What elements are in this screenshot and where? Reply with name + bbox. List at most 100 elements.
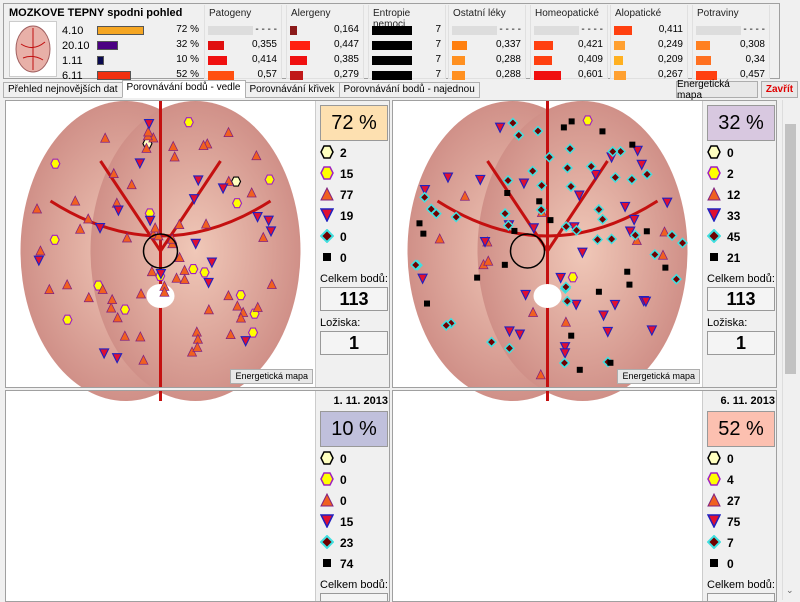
brain-marker	[670, 273, 682, 285]
legend-count: 0	[727, 146, 734, 160]
group-bar	[534, 56, 553, 65]
hexagon-yellow-icon	[707, 471, 721, 489]
brain-marker	[31, 203, 43, 214]
brain-marker	[502, 174, 514, 187]
legend-count: 15	[340, 515, 354, 529]
brain-marker	[485, 336, 498, 348]
brain-marker	[141, 142, 152, 153]
group-label: Ostatní léky	[453, 8, 506, 19]
brain-marker	[121, 232, 133, 243]
square-icon	[320, 250, 334, 267]
brain-marker	[555, 272, 567, 284]
brain-marker	[35, 245, 46, 256]
group-label: Potraviny	[697, 8, 739, 19]
brain-marker	[536, 198, 543, 205]
brain-marker	[74, 223, 86, 234]
close-button[interactable]: Zavřít	[761, 81, 798, 98]
brain-image: Energetická mapa	[393, 101, 702, 387]
group-value: 0,411	[658, 24, 683, 35]
brain-marker	[153, 230, 164, 241]
comparison-quadrant: Energetická mapa 72 % 2 15 77 19 0 0 Celkem bod…	[5, 100, 390, 388]
hexagon-yellow-icon	[320, 165, 334, 183]
brain-marker	[626, 281, 633, 288]
legend-count: 0	[340, 230, 347, 244]
comparison-quadrant: Energetická mapa 32 % 0 2 12 33 45 21 Celkem bo…	[392, 100, 777, 388]
legend-count: 4	[727, 473, 734, 487]
brain-marker	[609, 171, 621, 183]
total-points: 113	[320, 287, 388, 311]
legend-count: 15	[340, 167, 354, 181]
brain-marker	[659, 226, 670, 237]
brain-marker	[598, 310, 609, 322]
brain-marker	[676, 237, 689, 249]
group-bar	[452, 41, 468, 50]
brain-marker	[559, 348, 571, 360]
triangle-up-icon	[707, 492, 721, 510]
group-bar	[452, 71, 465, 80]
brain-marker	[576, 366, 583, 373]
tab-compare-together[interactable]: Porovnávání bodů - najednou	[338, 82, 480, 98]
row-date: 1.11	[62, 54, 83, 67]
legend-count: 33	[727, 209, 741, 223]
brain-marker	[258, 231, 269, 242]
brain-image: Energetická mapa	[6, 101, 315, 387]
brain-marker	[593, 203, 605, 216]
group-value: 0,288	[495, 69, 521, 80]
brain-marker	[50, 158, 61, 169]
brain-marker	[666, 229, 678, 242]
brain-marker	[535, 368, 546, 380]
energy-map-button[interactable]: Energetická mapa	[676, 79, 758, 101]
brain-marker	[450, 211, 462, 223]
row-date: 6.11	[62, 69, 83, 82]
brain-marker	[558, 357, 571, 369]
brain-marker	[599, 128, 606, 135]
brain-marker	[171, 272, 182, 283]
group-bar	[534, 41, 553, 50]
row-percent-bar	[97, 41, 118, 50]
brain-marker	[203, 277, 214, 289]
legend-count: 23	[340, 536, 354, 550]
group-value: 7	[435, 39, 441, 50]
tab-overview[interactable]: Přehled nejnovějších dat	[3, 82, 123, 98]
legend-count: 74	[340, 557, 354, 571]
summary-row: 6.11	[62, 69, 83, 82]
quadrant-energy-map-button[interactable]: Energetická mapa	[617, 369, 700, 384]
group-value: - - - -	[743, 24, 765, 35]
brain-marker	[179, 273, 190, 284]
brain-marker	[188, 264, 199, 275]
group-bar	[372, 41, 412, 50]
brain-marker	[410, 259, 422, 271]
vertical-scrollbar[interactable]: ⌄	[782, 100, 798, 600]
brain-marker	[607, 146, 619, 158]
group-bar	[696, 26, 741, 35]
legend-count: 27	[727, 494, 741, 508]
brain-marker	[597, 213, 609, 225]
brain-marker	[619, 201, 631, 213]
hexagon-light-icon	[707, 144, 721, 162]
brain-marker	[83, 213, 94, 224]
legend-count: 2	[340, 146, 347, 160]
stats-panel: 6. 11. 2013 52 % 0 4 27 75 7 0 Celkem bodů:	[702, 391, 776, 601]
brain-marker	[135, 331, 146, 342]
tab-compare-curves[interactable]: Porovnávání křivek	[244, 82, 340, 98]
group-value: 0,57	[257, 69, 277, 80]
brain-marker	[169, 151, 180, 162]
brain-marker	[231, 198, 243, 209]
group-value: - - - -	[499, 24, 521, 35]
brain-marker	[504, 326, 515, 338]
brain-marker	[513, 129, 525, 141]
brain-marker	[155, 268, 167, 280]
quadrant-energy-map-button[interactable]: Energetická mapa	[230, 369, 313, 384]
group-value: 0,421	[577, 39, 603, 50]
brain-marker	[560, 221, 572, 233]
group-label: Alergeny	[291, 8, 331, 19]
group-value: 0,308	[739, 39, 765, 50]
brain-thumbnail	[9, 21, 57, 77]
brain-marker	[494, 122, 506, 134]
tab-compare-side[interactable]: Porovnávání bodů - vedle	[121, 80, 246, 98]
group-value: 0,457	[739, 69, 765, 80]
brain-marker	[543, 151, 555, 163]
group-value: 0,209	[657, 54, 683, 65]
legend-count: 7	[727, 536, 734, 550]
brain-marker	[49, 234, 60, 245]
